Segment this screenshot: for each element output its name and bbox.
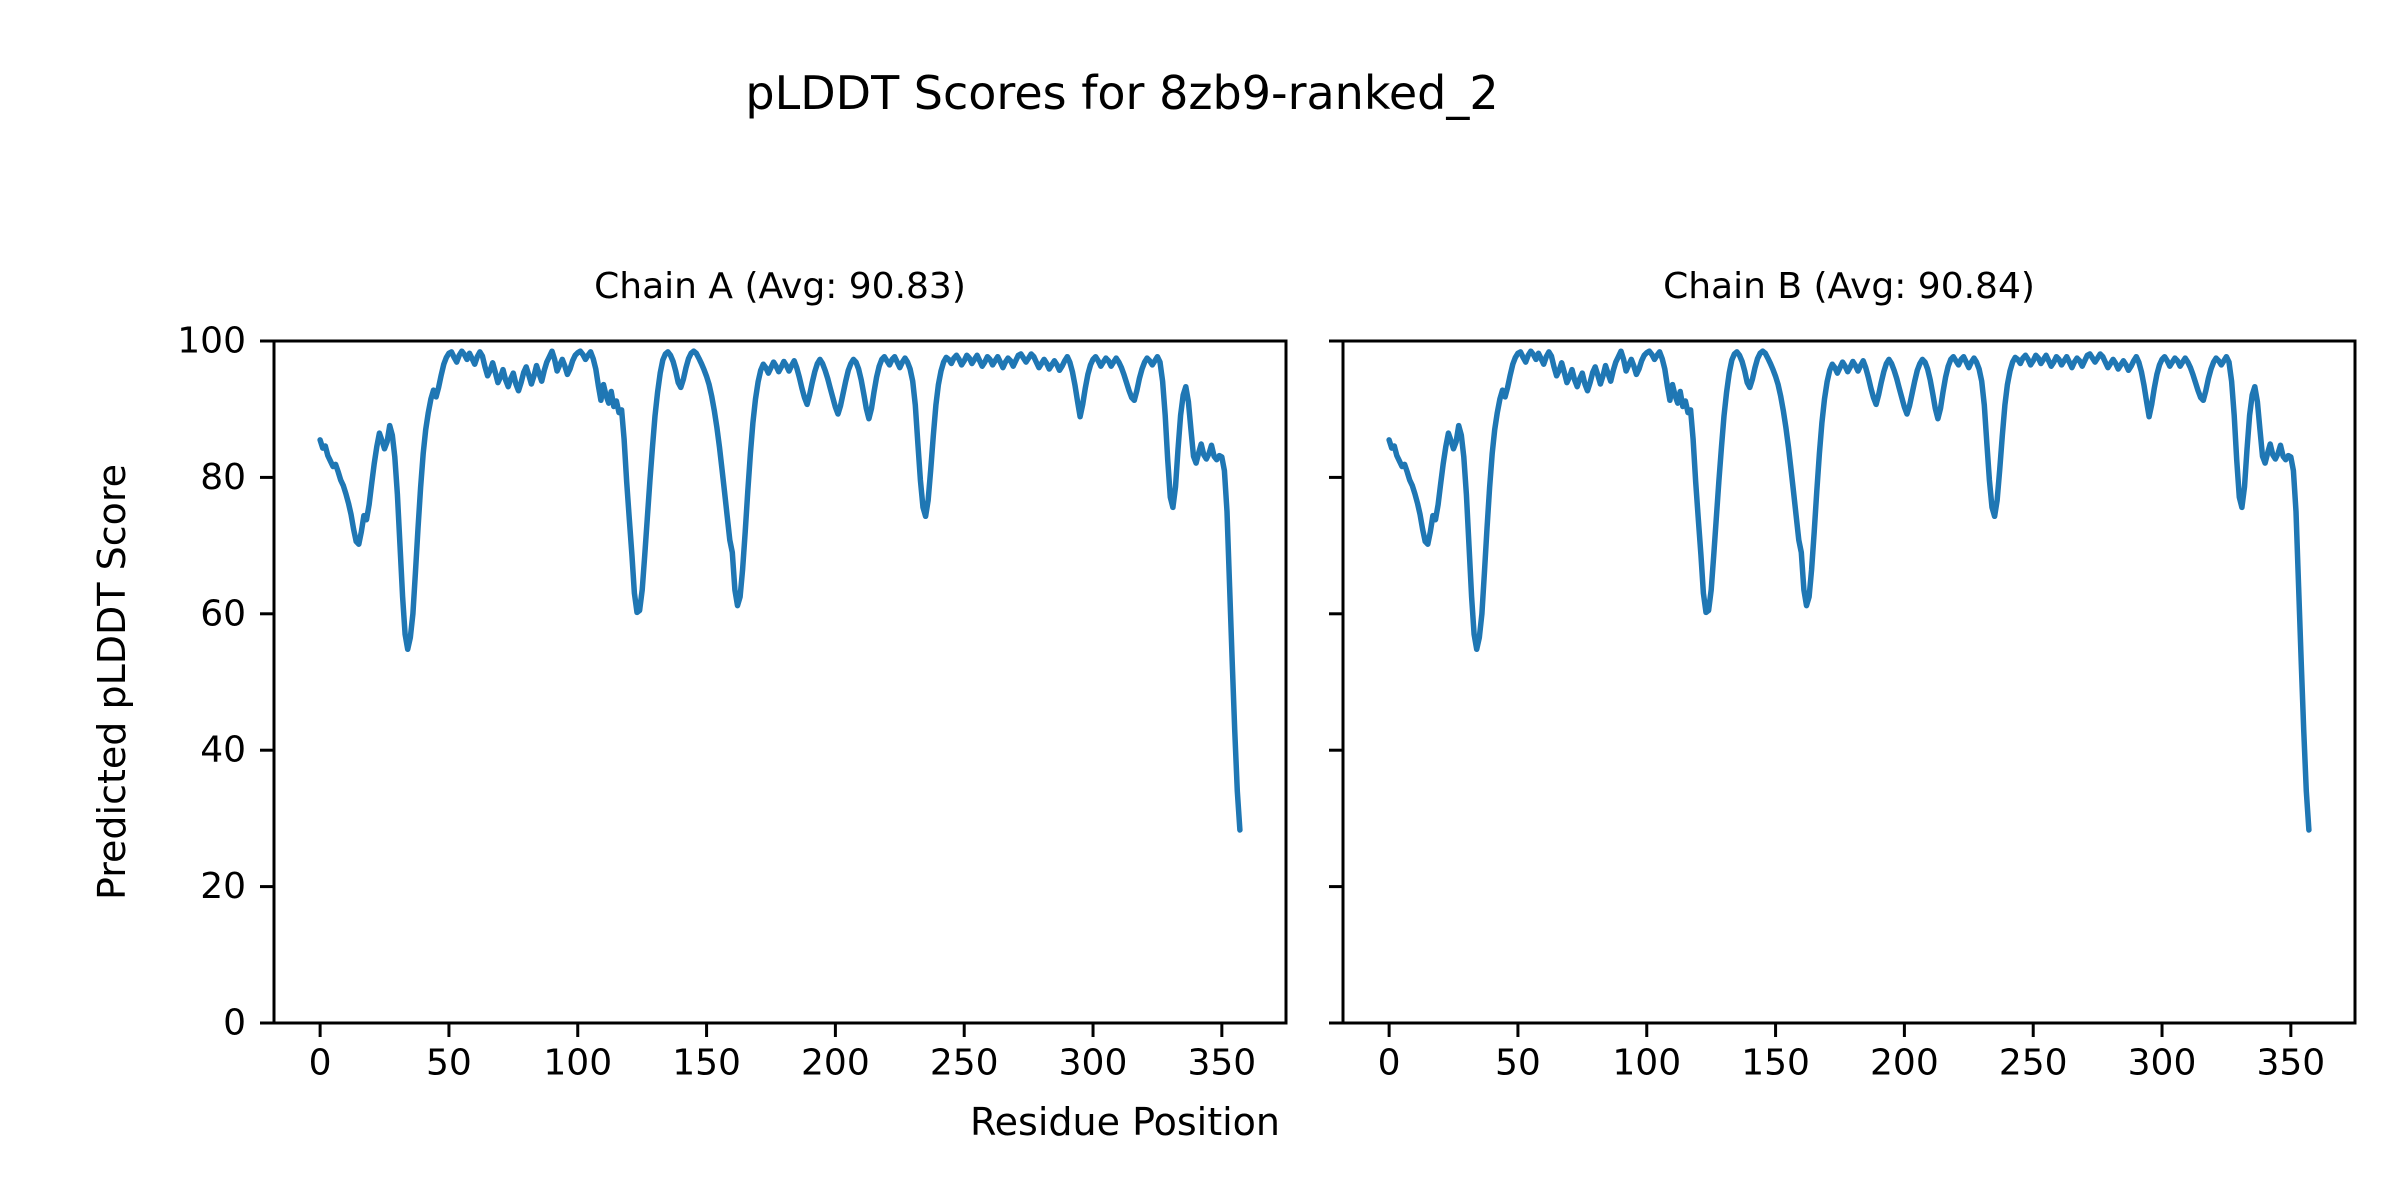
x-tick-label: 350 [2256,1043,2325,1084]
x-tick-label: 100 [543,1043,612,1084]
figure-title: pLDDT Scores for 8zb9-ranked_2 [745,66,1499,120]
y-tick-label: 100 [177,321,246,362]
plddt-line-chain-b [1386,348,2312,833]
x-tick-label: 50 [1495,1043,1541,1084]
y-tick-label: 40 [200,730,246,771]
plot-frame [1341,339,2357,1025]
x-tick-label: 250 [930,1043,999,1084]
x-tick-label: 0 [1378,1043,1401,1084]
x-tick-label: 100 [1612,1043,1681,1084]
x-tick-label: 200 [1870,1043,1939,1084]
plddt-line-chain-a [317,348,1243,833]
x-tick-label: 0 [309,1043,332,1084]
plot-frame [272,339,1288,1025]
y-tick-label: 80 [200,457,246,498]
y-tick-label: 60 [200,593,246,634]
x-tick-label: 300 [1059,1043,1128,1084]
x-tick-label: 50 [426,1043,472,1084]
x-tick-label: 150 [1741,1043,1810,1084]
x-tick-label: 300 [2128,1043,2197,1084]
y-tick-label: 20 [200,866,246,907]
x-tick-label: 150 [672,1043,741,1084]
subplot-title-chain-a: Chain A (Avg: 90.83) [594,266,966,307]
subplot-chain-b: 0 50 100 150 200 250 300 350 [1329,339,2357,1084]
x-tick-label: 250 [1999,1043,2068,1084]
x-tick-label: 350 [1187,1043,1256,1084]
y-tick-label: 0 [223,1003,246,1044]
subplot-chain-a: 0 50 100 150 200 250 300 350 0 20 40 60 80 100 [177,321,1288,1084]
x-tick-label: 200 [801,1043,870,1084]
x-axis-label: Residue Position [969,1100,1281,1144]
subplot-title-chain-b: Chain B (Avg: 90.84) [1663,266,2035,307]
